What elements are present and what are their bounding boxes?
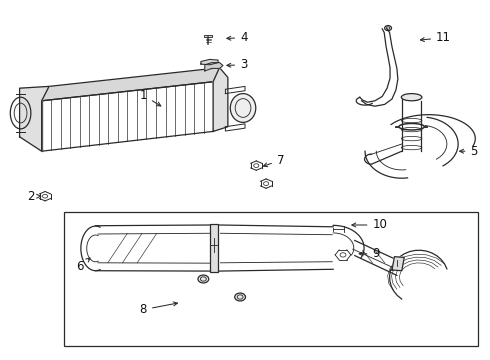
- Ellipse shape: [401, 94, 422, 101]
- Polygon shape: [201, 59, 218, 65]
- Polygon shape: [213, 68, 228, 131]
- Polygon shape: [204, 35, 212, 37]
- Text: 11: 11: [420, 31, 451, 44]
- Text: 5: 5: [460, 145, 478, 158]
- Polygon shape: [20, 86, 49, 151]
- Ellipse shape: [198, 275, 209, 283]
- Text: 2: 2: [27, 190, 41, 203]
- Text: 4: 4: [227, 31, 247, 44]
- Text: 7: 7: [264, 154, 284, 167]
- Ellipse shape: [230, 94, 256, 122]
- Text: 10: 10: [352, 219, 387, 231]
- Text: 1: 1: [140, 89, 161, 106]
- Polygon shape: [42, 68, 220, 101]
- Ellipse shape: [235, 293, 245, 301]
- Text: 3: 3: [227, 58, 247, 71]
- Polygon shape: [392, 257, 404, 271]
- Polygon shape: [205, 63, 223, 71]
- Polygon shape: [210, 224, 218, 272]
- Text: 9: 9: [359, 247, 380, 260]
- Text: 8: 8: [140, 302, 177, 316]
- Text: 6: 6: [76, 258, 90, 273]
